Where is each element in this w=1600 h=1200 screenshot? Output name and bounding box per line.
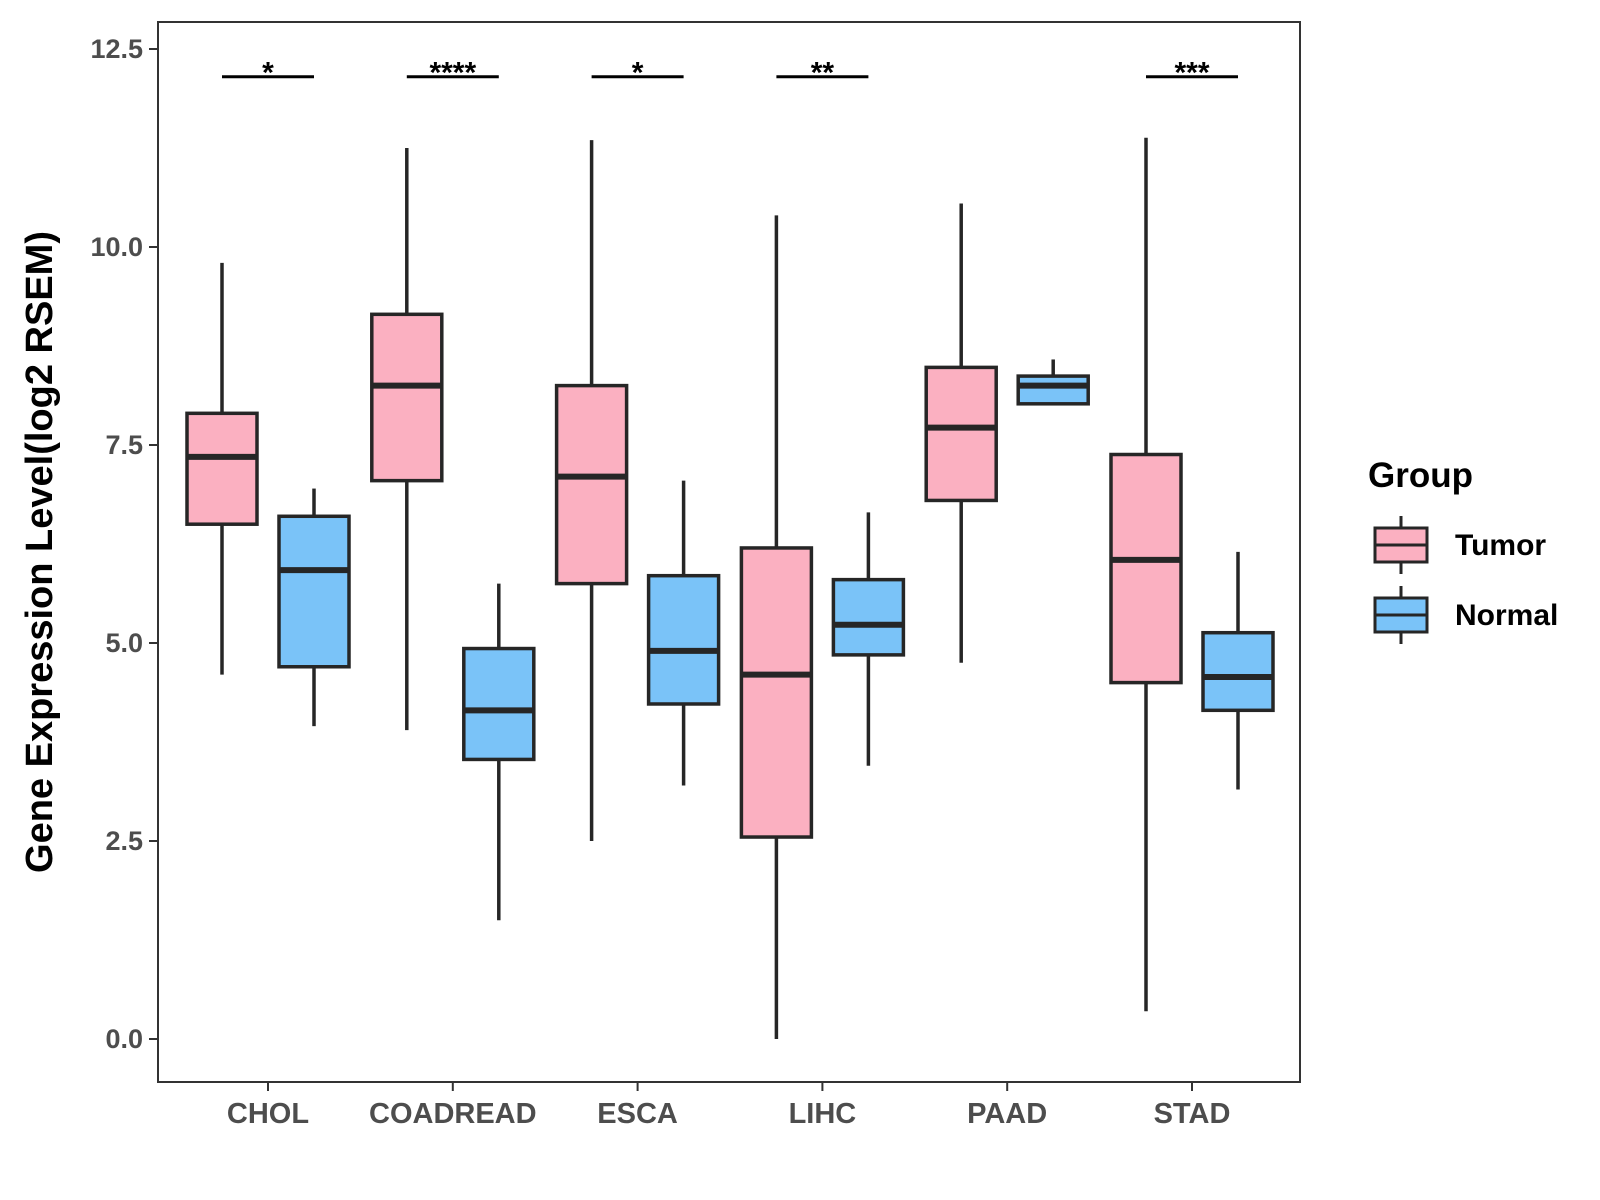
x-tick-label: PAAD: [967, 1098, 1047, 1130]
box-iqr: [370, 312, 444, 483]
significance-label: ****: [429, 57, 476, 90]
legend-item-normal: Normal: [1373, 586, 1558, 644]
x-tick-label: CHOL: [227, 1098, 309, 1130]
box-normal-lihc: [831, 512, 906, 766]
box-iqr: [646, 573, 721, 706]
significance-label: *: [632, 57, 644, 90]
box-iqr: [185, 411, 259, 526]
box-tumor-esca: [554, 140, 629, 841]
significance-label: **: [811, 57, 835, 90]
box-tumor-lihc: [739, 215, 814, 1039]
x-axis: CHOL COADREAD ESCA LIHC PAAD STAD: [227, 1082, 1230, 1130]
significance-label: ***: [1174, 57, 1209, 90]
box-normal-chol: [277, 488, 351, 727]
box-normal-stad: [1201, 551, 1275, 790]
box-tumor-coadread: [370, 148, 444, 731]
box-iqr: [462, 646, 536, 762]
box-tumor-stad: [1109, 137, 1183, 1012]
box-iqr: [1016, 374, 1090, 406]
box-iqr: [739, 546, 814, 839]
box-tumor-paad: [924, 203, 998, 663]
y-axis-title: Gene Expression Level(log2 RSEM): [19, 231, 61, 873]
x-tick-label: STAD: [1154, 1098, 1231, 1130]
x-tick-label: ESCA: [597, 1098, 678, 1130]
box-iqr: [277, 514, 351, 669]
boxes-layer: [185, 137, 1275, 1039]
y-tick-label: 2.5: [105, 826, 143, 856]
legend-item-tumor: Tumor: [1373, 516, 1546, 574]
box-iqr: [1201, 630, 1275, 713]
legend: Group Tumor Normal: [1368, 456, 1558, 644]
box-iqr: [924, 365, 998, 503]
y-tick-label: 5.0: [105, 628, 143, 658]
legend-title: Group: [1368, 456, 1473, 495]
x-tick-label: LIHC: [789, 1098, 857, 1130]
legend-label: Normal: [1455, 599, 1558, 632]
box-tumor-chol: [185, 262, 259, 675]
box-iqr: [1109, 452, 1183, 685]
box-normal-coadread: [462, 583, 536, 921]
significance-label: *: [262, 57, 274, 90]
box-normal-esca: [646, 480, 721, 786]
x-tick-label: COADREAD: [369, 1098, 537, 1130]
box-iqr: [831, 577, 906, 657]
box-normal-paad: [1016, 359, 1090, 406]
significance-annotations: * **** * ** ***: [222, 57, 1238, 90]
y-tick-label: 10.0: [90, 232, 143, 262]
legend-label: Tumor: [1455, 529, 1546, 562]
box-iqr: [554, 383, 629, 586]
y-tick-label: 12.5: [90, 34, 143, 64]
y-axis: 0.0 2.5 5.0 7.5 10.0 12.5: [90, 34, 158, 1054]
y-tick-label: 7.5: [105, 430, 143, 460]
y-tick-label: 0.0: [105, 1024, 143, 1054]
